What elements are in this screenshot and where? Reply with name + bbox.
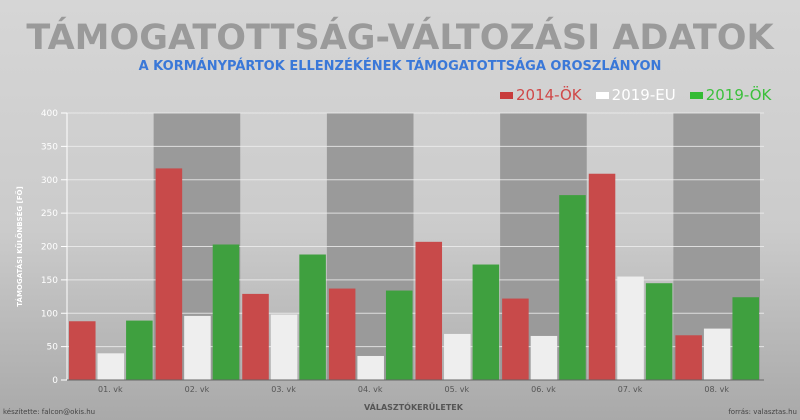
x-tick-label: 04. vk (358, 385, 383, 394)
legend-label: 2019-ÖK (705, 86, 772, 104)
bar-2019-ök (732, 297, 759, 380)
bar-2014-ök (502, 298, 529, 380)
bar-2014-ök (675, 335, 702, 380)
bar-2019-eu (357, 355, 384, 380)
y-tick-label: 400 (41, 109, 58, 119)
y-axis-label: TÁMOGATÁSI KÜLÖNBSÉG [FŐ] (15, 186, 24, 306)
bar-2019-ök (126, 320, 153, 380)
x-tick-label: 07. vk (618, 385, 643, 394)
y-tick-label: 250 (41, 209, 58, 219)
credit-author: készítette: falcon@okis.hu (3, 408, 96, 416)
credit-source: forrás: valasztas.hu (728, 408, 797, 416)
legend-swatch (500, 91, 513, 99)
y-tick-label: 300 (41, 176, 58, 186)
bar-2019-eu (530, 335, 558, 380)
legend: 2014-ÖK 2019-EU 2019-ÖK (500, 86, 771, 104)
bar-2019-ök (212, 244, 240, 380)
y-tick-label: 0 (52, 376, 58, 386)
bar-2019-ök (559, 195, 586, 380)
y-tick-label: 150 (41, 276, 58, 286)
bar-2014-ök (69, 321, 96, 380)
bar-2019-eu (97, 353, 125, 380)
bar-2019-ök (472, 264, 500, 380)
y-tick-label: 100 (41, 309, 58, 319)
legend-item-2019-ok: 2019-ÖK (689, 86, 772, 104)
bar-2019-ök (645, 283, 673, 380)
x-tick-label: 05. vk (444, 385, 469, 394)
bar-2014-ök (155, 168, 183, 380)
bar-2014-ök (242, 293, 269, 380)
bar-2019-ök (299, 254, 326, 380)
bar-2019-eu (184, 315, 211, 380)
bar-2019-eu (270, 314, 298, 380)
x-tick-label: 06. vk (531, 385, 556, 394)
legend-swatch (595, 91, 609, 99)
x-tick-label: 08. vk (704, 385, 729, 394)
legend-item-2019-eu: 2019-EU (595, 86, 676, 104)
y-tick-label: 350 (41, 142, 58, 152)
legend-label: 2014-ÖK (516, 86, 582, 104)
bar-2019-eu (703, 328, 731, 380)
bar-2014-ök (328, 288, 356, 380)
bar-2014-ök (415, 241, 443, 380)
y-tick-label: 200 (41, 243, 58, 253)
x-tick-label: 01. vk (98, 385, 123, 394)
x-tick-label: 02. vk (185, 385, 210, 394)
x-axis-label: VÁLASZTÓKERÜLETEK (364, 401, 464, 412)
chart-subtitle: A KORMÁNYPÁRTOK ELLENZÉKÉNEK TÁMOGATOTTS… (138, 59, 662, 74)
bar-2019-eu (617, 276, 644, 380)
chart-title: TÁMOGATOTTSÁG-VÁLTOZÁSI ADATOK (26, 18, 774, 58)
y-tick-label: 50 (47, 343, 59, 353)
legend-swatch (689, 91, 703, 99)
bar-2019-ök (385, 290, 413, 380)
bar-2019-eu (444, 333, 471, 380)
x-tick-label: 03. vk (271, 385, 296, 394)
bar-2014-ök (588, 173, 616, 380)
legend-label: 2019-EU (611, 86, 676, 104)
legend-item-2014-ok: 2014-ÖK (500, 86, 582, 104)
